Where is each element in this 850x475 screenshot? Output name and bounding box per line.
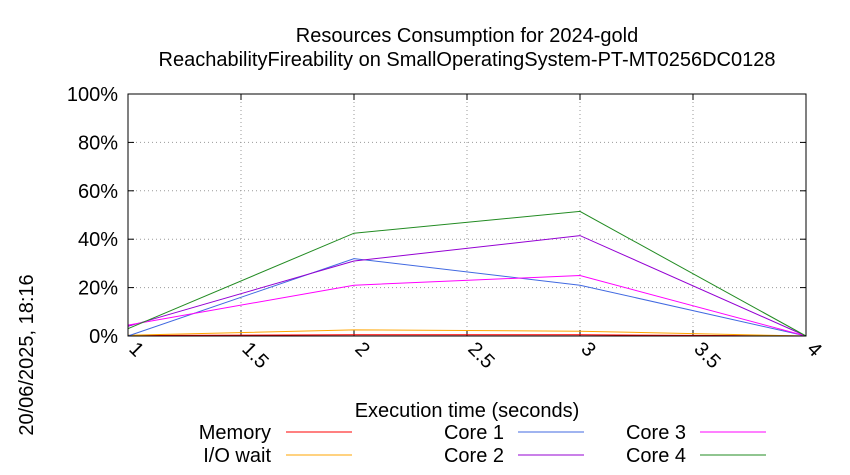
chart-title: Resources Consumption for 2024-gold [296, 25, 638, 47]
y-tick-label: 100% [67, 84, 118, 106]
x-tick-label: 3 [576, 338, 599, 361]
x-tick-label: 2.5 [463, 338, 498, 373]
x-axis-label: Execution time (seconds) [355, 400, 580, 422]
x-tick-label: 1.5 [237, 338, 272, 373]
y-tick-label: 40% [78, 229, 118, 251]
x-axis-ticks: 1 1.5 2 2.5 3 3.5 4 [124, 94, 826, 373]
series-line-core-4 [127, 210, 807, 337]
timestamp-label: 20/06/2025, 18:16 [16, 274, 38, 435]
y-tick-label: 80% [78, 132, 118, 154]
x-tick-label: 4 [802, 338, 825, 361]
legend-label: Core 4 [626, 445, 686, 467]
plot-frame [127, 93, 807, 337]
series-line-memory [127, 334, 807, 337]
legend-label: I/O wait [203, 445, 271, 467]
x-tick-label: 2 [350, 338, 373, 361]
y-tick-label: 0% [89, 326, 118, 348]
chart-subtitle: ReachabilityFireability on SmallOperatin… [159, 49, 776, 71]
legend-label: Core 2 [444, 445, 504, 467]
y-axis-ticks: 0% 20% 40% 60% 80% 100% [67, 84, 806, 348]
legend-label: Core 3 [626, 422, 686, 444]
series-line-i-o-wait [127, 329, 807, 337]
y-tick-label: 60% [78, 181, 118, 203]
series-line-core-3 [127, 274, 807, 337]
grid-lines [128, 94, 806, 336]
series-line-core-2 [127, 235, 807, 337]
legend-label: Memory [199, 422, 271, 444]
x-tick-label: 1 [124, 338, 147, 361]
x-tick-label: 3.5 [689, 338, 724, 373]
y-tick-label: 20% [78, 278, 118, 300]
series-line-core-1 [127, 258, 807, 337]
series-lines [127, 210, 807, 337]
legend-label: Core 1 [444, 422, 504, 444]
